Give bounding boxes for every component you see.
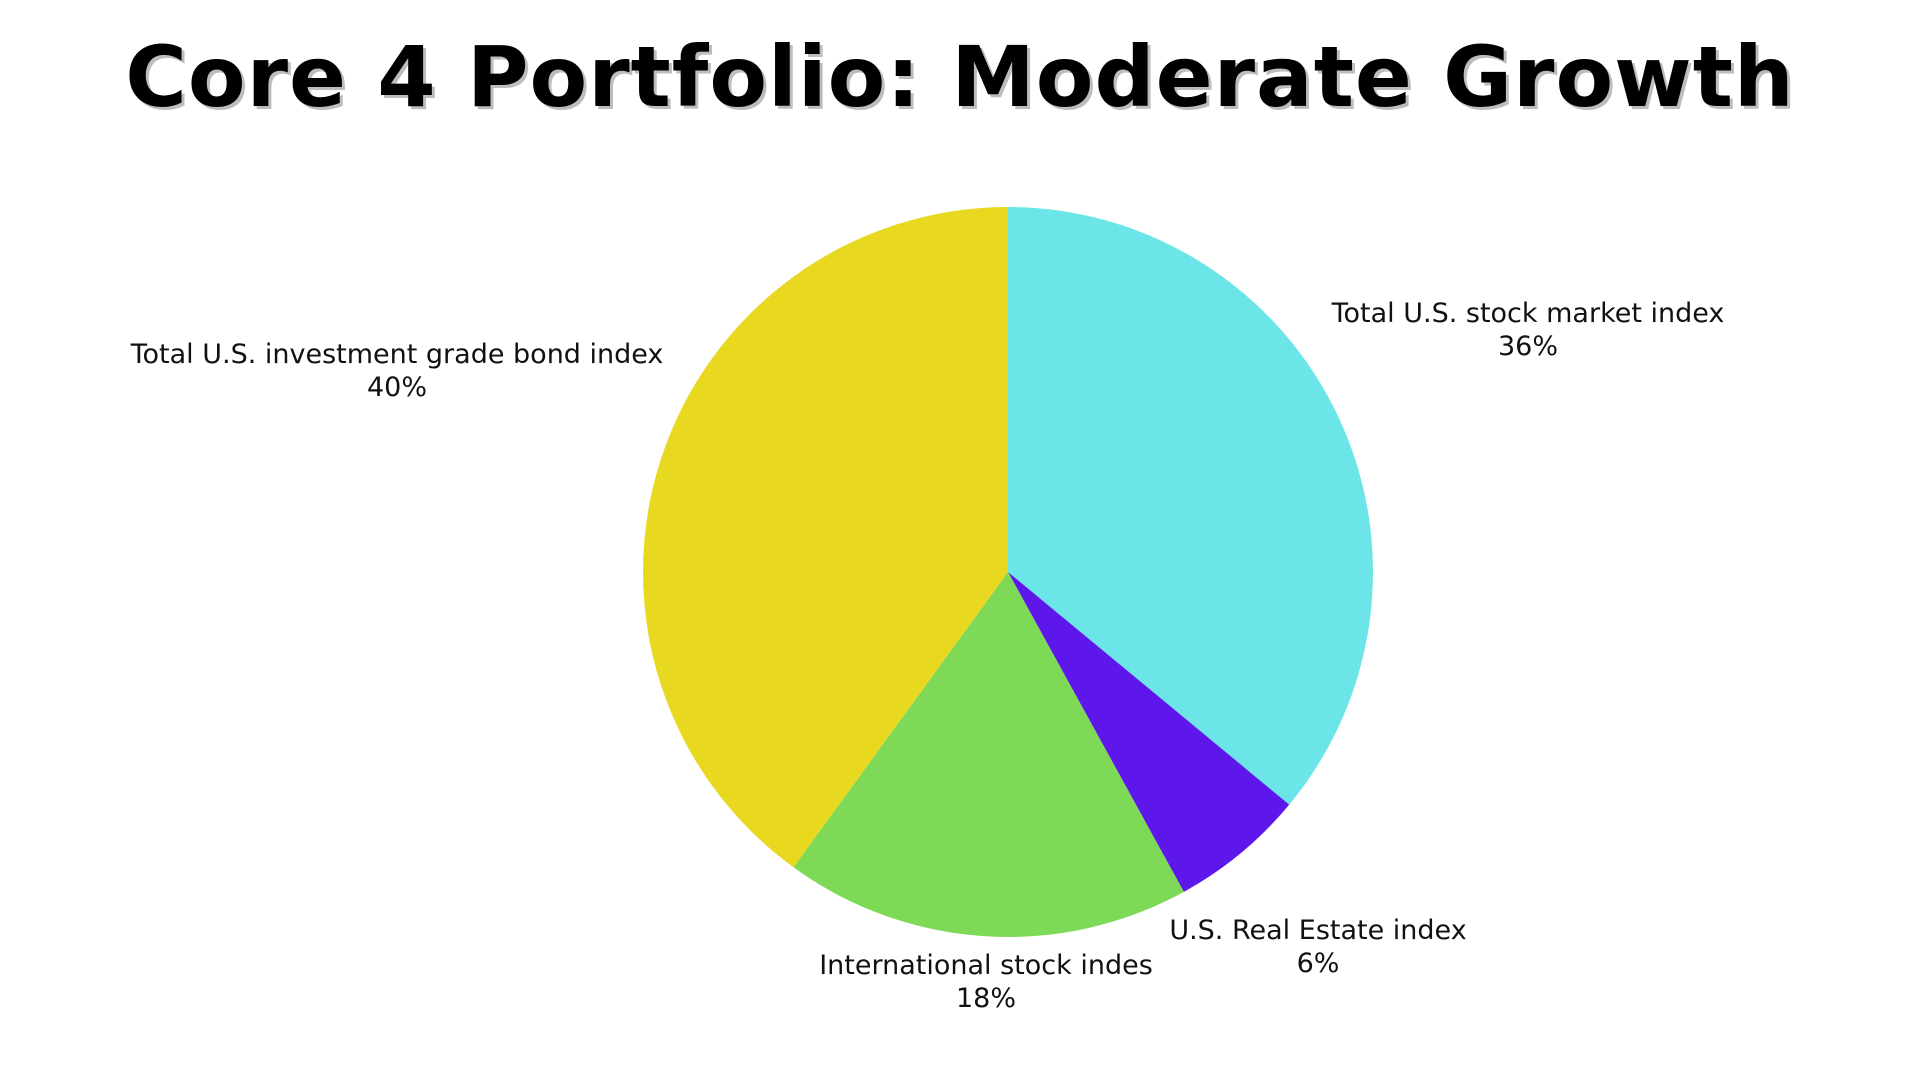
slice-label-2: U.S. Real Estate index (1169, 915, 1466, 946)
chart-title: Core 4 Portfolio: Moderate Growth (125, 28, 1795, 126)
pie-slice-3 (793, 572, 1184, 937)
pie-slice-1 (1008, 207, 1373, 805)
pie-slices (643, 207, 1373, 937)
slice-value-4: 40% (367, 372, 427, 403)
slice-value-3: 18% (956, 983, 1016, 1014)
slice-value-1: 36% (1498, 331, 1558, 362)
pie-slice-2 (1008, 572, 1290, 892)
slice-label-3: International stock indes (819, 950, 1153, 981)
slice-label-1: Total U.S. stock market index (1331, 298, 1725, 329)
slice-value-2: 6% (1297, 948, 1340, 979)
slice-label-4: Total U.S. investment grade bond index (130, 339, 664, 370)
pie-slice-4 (643, 207, 1008, 868)
